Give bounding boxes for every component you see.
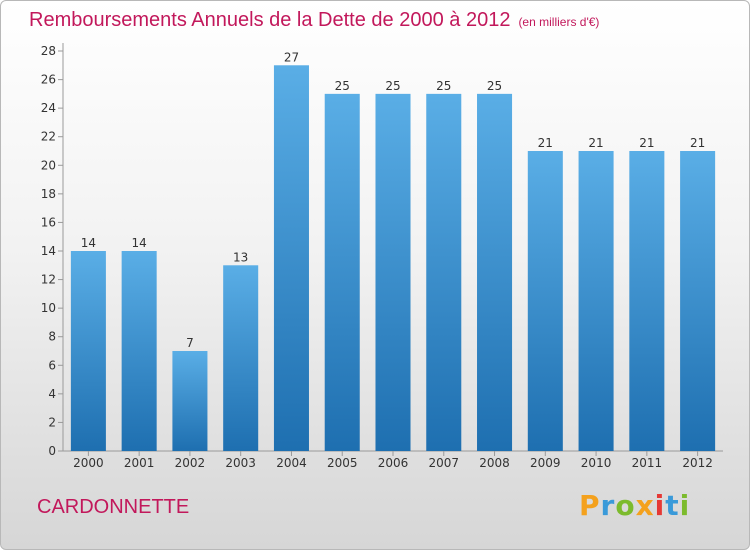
y-tick-label: 18 (41, 187, 56, 201)
logo-letter: P (579, 489, 601, 522)
bar (680, 151, 716, 451)
x-tick-label: 2005 (327, 456, 358, 470)
bar (477, 93, 513, 451)
bar-value-label: 21 (639, 136, 654, 150)
y-tick-label: 4 (48, 387, 56, 401)
y-tick-label: 24 (41, 101, 56, 115)
y-tick-label: 6 (48, 358, 56, 372)
bar (223, 265, 259, 451)
logo-letter: t (665, 489, 680, 522)
y-tick-label: 20 (41, 158, 56, 172)
bar (527, 151, 563, 451)
bar-value-label: 14 (81, 236, 96, 250)
logo-letter: r (600, 489, 616, 522)
y-tick-label: 0 (48, 444, 56, 458)
commune-name: CARDONNETTE (37, 496, 190, 518)
logo-letter: x (635, 489, 655, 522)
bar-value-label: 21 (690, 136, 705, 150)
y-tick-label: 16 (41, 215, 56, 229)
bar-value-label: 25 (487, 79, 502, 93)
y-tick-label: 10 (41, 301, 56, 315)
y-tick-label: 22 (41, 130, 56, 144)
x-tick-label: 2001 (124, 456, 155, 470)
bar-value-label: 27 (284, 50, 299, 64)
proxiti-logo: Proxiti (579, 489, 690, 522)
bar-chart: 0246810121416182022242628142000142001720… (41, 43, 723, 470)
bar (70, 251, 106, 451)
bar (629, 151, 665, 451)
x-tick-label: 2008 (479, 456, 510, 470)
bar-value-label: 14 (132, 236, 147, 250)
chart-subtitle: (en milliers d'€) (518, 15, 600, 29)
y-tick-label: 8 (48, 330, 56, 344)
x-tick-label: 2003 (225, 456, 256, 470)
bar (273, 65, 309, 452)
chart-title-text: Remboursements Annuels de la Dette de 20… (29, 9, 511, 31)
y-tick-label: 12 (41, 273, 56, 287)
bar (578, 151, 614, 451)
bar-value-label: 25 (436, 79, 451, 93)
chart-title: Remboursements Annuels de la Dette de 20… (29, 9, 599, 32)
bar-value-label: 21 (538, 136, 553, 150)
x-tick-label: 2007 (428, 456, 459, 470)
bar (324, 93, 360, 451)
x-tick-label: 2004 (276, 456, 307, 470)
bar-value-label: 25 (385, 79, 400, 93)
x-tick-label: 2002 (175, 456, 206, 470)
bar-value-label: 21 (588, 136, 603, 150)
bar (121, 251, 157, 451)
bar (426, 93, 462, 451)
x-tick-label: 2010 (581, 456, 612, 470)
y-tick-label: 14 (41, 244, 56, 258)
bar (172, 351, 208, 451)
bar-value-label: 7 (186, 336, 194, 350)
logo-letter: i (679, 489, 691, 522)
x-tick-label: 2006 (378, 456, 409, 470)
x-tick-label: 2009 (530, 456, 561, 470)
y-tick-label: 28 (41, 44, 56, 58)
x-tick-label: 2000 (73, 456, 104, 470)
y-tick-label: 26 (41, 73, 56, 87)
bar (375, 93, 411, 451)
x-tick-label: 2012 (682, 456, 713, 470)
logo-letter: i (654, 489, 666, 522)
logo-letter: o (615, 489, 636, 522)
bar-value-label: 25 (335, 79, 350, 93)
x-tick-label: 2011 (632, 456, 663, 470)
y-tick-label: 2 (48, 415, 56, 429)
bar-value-label: 13 (233, 250, 248, 264)
